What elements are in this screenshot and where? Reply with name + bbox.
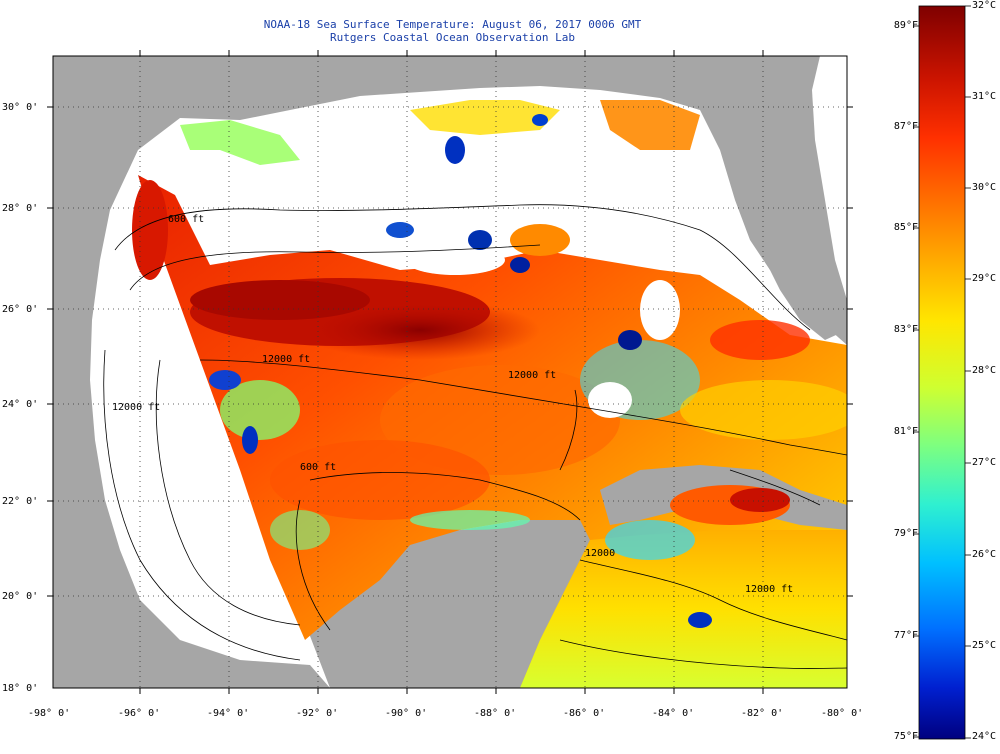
lat-label: 20° 0' xyxy=(2,591,38,602)
lat-label: 30° 0' xyxy=(2,102,38,113)
colorbar-label-f: 81°F xyxy=(893,426,918,437)
contour-label: 12000 ft xyxy=(112,402,160,413)
colorbar-label-c: 29°C xyxy=(972,273,997,284)
colorbar-label-f: 85°F xyxy=(893,222,918,233)
lon-label: -94° 0' xyxy=(207,708,249,719)
contour-label: 600 ft xyxy=(168,214,204,225)
colorbar-label-f: 89°F xyxy=(893,20,918,31)
lon-label: -80° 0' xyxy=(821,708,863,719)
lon-label: -82° 0' xyxy=(741,708,783,719)
contour-label: 12000 ft xyxy=(508,370,556,381)
color-bar xyxy=(918,5,966,740)
lat-label: 24° 0' xyxy=(2,399,38,410)
latitude-axis: 30° 0' 28° 0' 26° 0' 24° 0' 22° 0' 20° 0… xyxy=(2,102,853,694)
colorbar-label-f: 83°F xyxy=(893,324,918,335)
colorbar-label-c: 27°C xyxy=(972,457,997,468)
colorbar-label-f: 79°F xyxy=(893,528,918,539)
lon-label: -92° 0' xyxy=(296,708,338,719)
lat-label: 22° 0' xyxy=(2,496,38,507)
lon-label: -98° 0' xyxy=(28,708,70,719)
bathymetry-contours xyxy=(103,204,847,669)
colorbar-label-c: 26°C xyxy=(972,549,997,560)
lat-label: 26° 0' xyxy=(2,304,38,315)
yucatan xyxy=(300,515,600,688)
colorbar-label-f: 75°F xyxy=(893,731,918,742)
lon-label: -88° 0' xyxy=(474,708,516,719)
lon-label: -84° 0' xyxy=(652,708,694,719)
lat-label: 18° 0' xyxy=(2,683,38,694)
map-title: NOAA-18 Sea Surface Temperature: August … xyxy=(263,18,642,31)
colorbar-label-c: 25°C xyxy=(972,640,997,651)
map-subtitle: Rutgers Coastal Ocean Observation Lab xyxy=(329,31,576,44)
lat-label: 28° 0' xyxy=(2,203,38,214)
graticule xyxy=(53,56,847,688)
colorbar-label-c: 31°C xyxy=(972,91,997,102)
lon-label: -90° 0' xyxy=(385,708,427,719)
contour-label: 12000 xyxy=(585,548,615,559)
colorbar-label-c: 32°C xyxy=(972,0,997,11)
color-bar-ticks xyxy=(913,5,971,739)
colorbar-label-c: 30°C xyxy=(972,182,997,193)
lon-label: -86° 0' xyxy=(563,708,605,719)
contour-label: 12000 ft xyxy=(262,354,310,365)
contour-label: 12000 ft xyxy=(745,584,793,595)
colorbar-label-f: 77°F xyxy=(893,630,918,641)
contour-label: 600 ft xyxy=(300,462,336,473)
longitude-axis: -98° 0' -96° 0' -94° 0' -92° 0' -90° 0' … xyxy=(28,50,863,719)
colorbar-label-c: 28°C xyxy=(972,365,997,376)
colorbar-label-c: 24°C xyxy=(972,731,997,742)
north-coast-data xyxy=(180,100,712,628)
lon-label: -96° 0' xyxy=(118,708,160,719)
colorbar-label-f: 87°F xyxy=(893,121,918,132)
